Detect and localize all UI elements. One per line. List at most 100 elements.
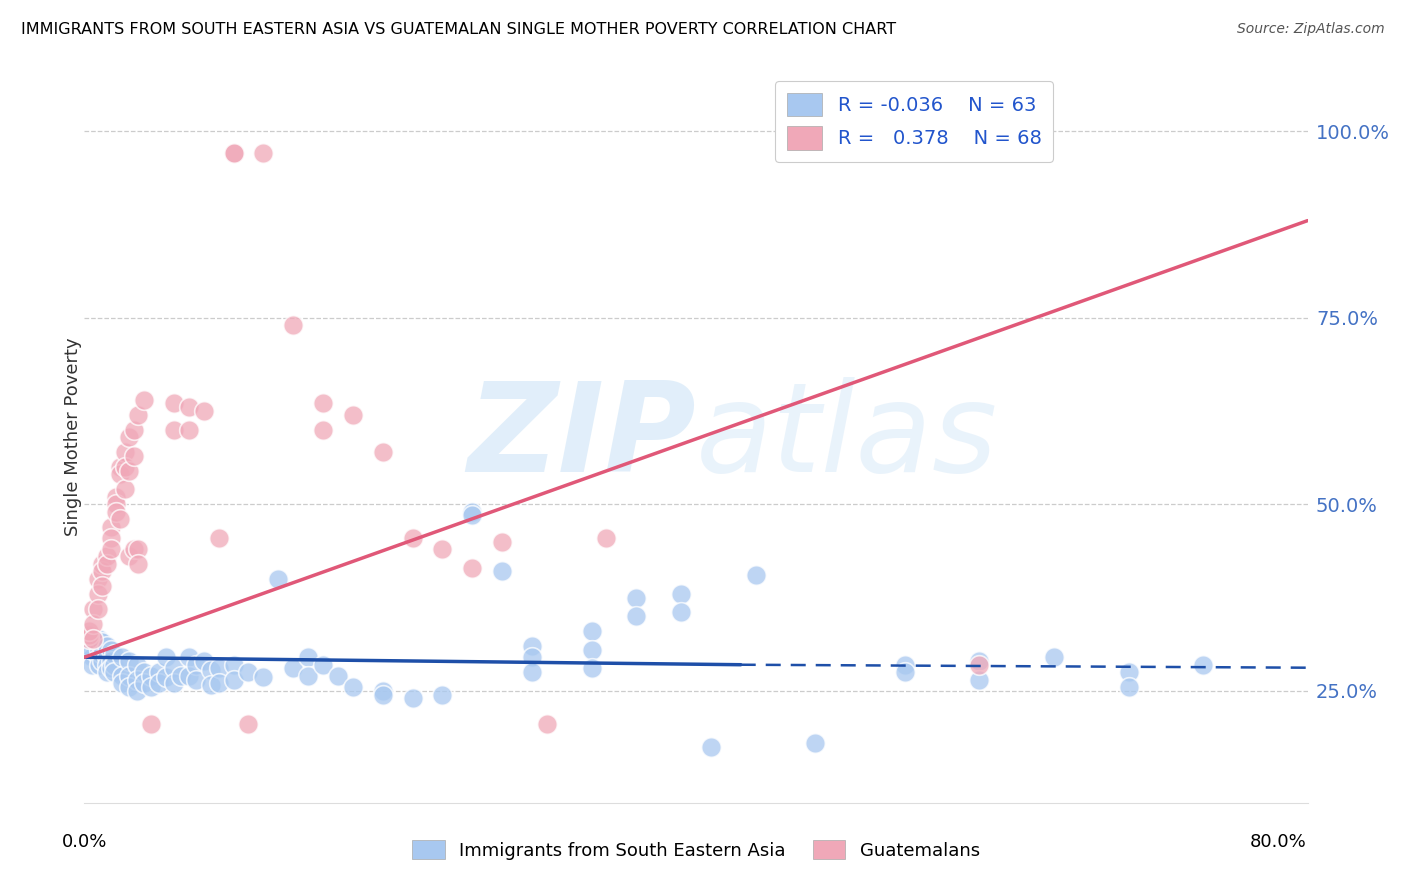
Point — [125, 657, 148, 672]
Point — [283, 661, 305, 675]
Point — [744, 568, 766, 582]
Legend: Immigrants from South Eastern Asia, Guatemalans: Immigrants from South Eastern Asia, Guat… — [405, 833, 987, 867]
Point — [207, 661, 229, 675]
Point — [520, 639, 543, 653]
Point — [342, 408, 364, 422]
Point — [132, 665, 155, 680]
Point — [432, 542, 454, 557]
Point — [77, 628, 100, 642]
Point — [91, 635, 114, 649]
Point — [103, 657, 125, 672]
Point — [100, 654, 122, 668]
Point — [87, 572, 110, 586]
Point — [91, 565, 114, 579]
Point — [118, 464, 141, 478]
Point — [193, 654, 215, 668]
Point — [118, 680, 141, 694]
Point — [89, 657, 111, 672]
Point — [401, 691, 423, 706]
Point — [132, 676, 155, 690]
Point — [155, 650, 177, 665]
Point — [520, 665, 543, 680]
Point — [87, 587, 110, 601]
Y-axis label: Single Mother Poverty: Single Mother Poverty — [65, 338, 82, 536]
Point — [82, 601, 104, 615]
Point — [96, 557, 118, 571]
Point — [222, 657, 245, 672]
Point — [80, 647, 103, 661]
Point — [186, 673, 208, 687]
Point — [96, 549, 118, 564]
Point — [122, 542, 145, 557]
Point — [104, 497, 127, 511]
Point — [114, 459, 136, 474]
Point — [669, 587, 692, 601]
Point — [148, 676, 170, 690]
Point — [87, 601, 110, 615]
Point — [100, 661, 122, 675]
Text: ZIP: ZIP — [467, 376, 696, 498]
Point — [595, 531, 617, 545]
Point — [283, 318, 305, 332]
Point — [1118, 680, 1140, 694]
Point — [108, 459, 131, 474]
Point — [127, 408, 149, 422]
Point — [111, 650, 134, 665]
Point — [108, 512, 131, 526]
Point — [91, 647, 114, 661]
Point — [104, 505, 127, 519]
Point — [200, 663, 222, 677]
Text: IMMIGRANTS FROM SOUTH EASTERN ASIA VS GUATEMALAN SINGLE MOTHER POVERTY CORRELATI: IMMIGRANTS FROM SOUTH EASTERN ASIA VS GU… — [21, 22, 896, 37]
Point — [222, 146, 245, 161]
Point — [127, 557, 149, 571]
Point — [91, 557, 114, 571]
Point — [252, 670, 274, 684]
Text: 0.0%: 0.0% — [62, 833, 107, 851]
Point — [193, 404, 215, 418]
Point — [108, 467, 131, 482]
Point — [326, 669, 349, 683]
Point — [127, 542, 149, 557]
Point — [1118, 665, 1140, 680]
Point — [267, 572, 290, 586]
Point — [111, 676, 134, 690]
Point — [371, 445, 394, 459]
Point — [700, 739, 723, 754]
Point — [96, 639, 118, 653]
Point — [80, 642, 103, 657]
Point — [91, 654, 114, 668]
Point — [626, 591, 648, 605]
Point — [114, 483, 136, 497]
Point — [894, 665, 917, 680]
Point — [111, 669, 134, 683]
Text: Source: ZipAtlas.com: Source: ZipAtlas.com — [1237, 22, 1385, 37]
Point — [125, 683, 148, 698]
Point — [163, 396, 186, 410]
Point — [100, 531, 122, 545]
Text: 80.0%: 80.0% — [1250, 833, 1306, 851]
Point — [177, 650, 200, 665]
Point — [200, 678, 222, 692]
Point — [222, 146, 245, 161]
Point — [155, 670, 177, 684]
Point — [77, 624, 100, 639]
Point — [581, 661, 603, 675]
Point — [96, 665, 118, 680]
Point — [520, 650, 543, 665]
Point — [148, 665, 170, 680]
Point — [252, 146, 274, 161]
Point — [969, 654, 991, 668]
Point — [238, 717, 260, 731]
Point — [141, 669, 163, 683]
Point — [312, 657, 335, 672]
Point — [100, 642, 122, 657]
Point — [122, 449, 145, 463]
Point — [77, 632, 100, 646]
Point — [141, 680, 163, 694]
Point — [581, 624, 603, 639]
Point — [491, 565, 513, 579]
Point — [89, 642, 111, 657]
Point — [122, 423, 145, 437]
Point — [104, 490, 127, 504]
Point — [1192, 657, 1215, 672]
